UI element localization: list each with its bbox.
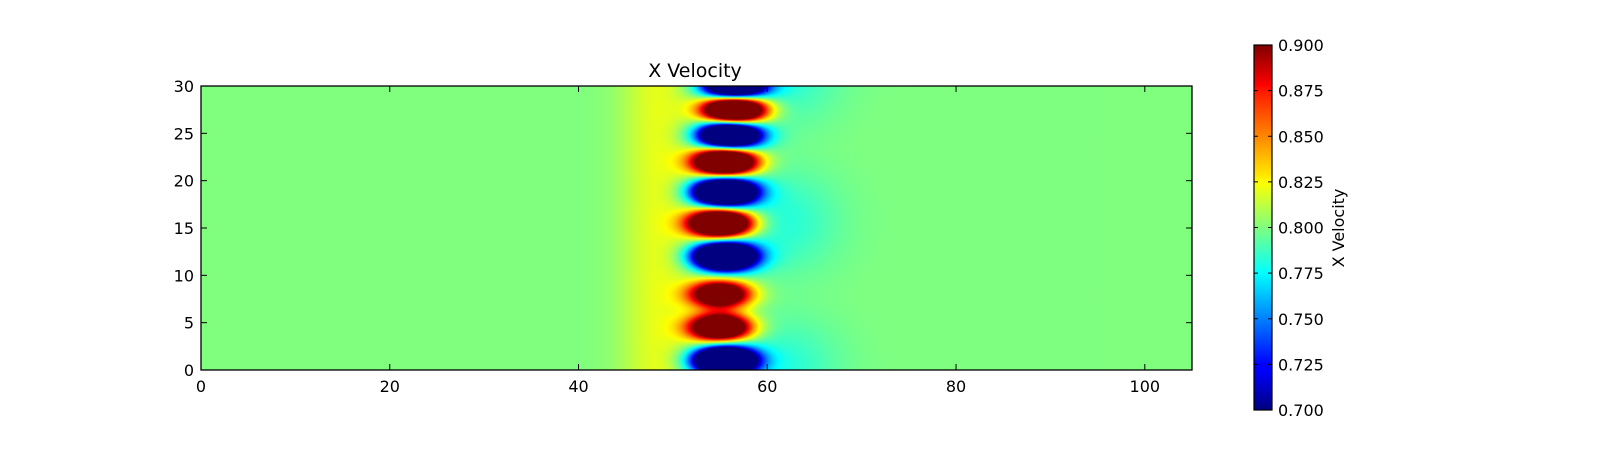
colorbar-tick-label: 0.725 bbox=[1278, 355, 1324, 374]
y-tick-label: 30 bbox=[174, 77, 194, 96]
colorbar-tick-label: 0.700 bbox=[1278, 401, 1324, 420]
y-tick-label: 15 bbox=[174, 219, 194, 238]
heatmap bbox=[201, 86, 1192, 370]
x-tick-label: 60 bbox=[757, 377, 777, 396]
x-tick-label: 100 bbox=[1130, 377, 1161, 396]
heatmap-canvas bbox=[201, 86, 1192, 370]
x-tick-label: 80 bbox=[946, 377, 966, 396]
colorbar-tick-label: 0.875 bbox=[1278, 82, 1324, 101]
colorbar-ticks: 0.700 0.725 0.750 0.775 0.800 0.825 0.850 0.875… bbox=[1254, 36, 1324, 420]
colorbar-tick-label: 0.800 bbox=[1278, 219, 1324, 238]
y-tick-label: 0 bbox=[184, 361, 194, 380]
y-tick-label: 25 bbox=[174, 124, 194, 143]
y-tick-label: 20 bbox=[174, 172, 194, 191]
colorbar-tick-label: 0.750 bbox=[1278, 310, 1324, 329]
y-tick-label: 5 bbox=[184, 314, 194, 333]
colorbar-tick-label: 0.825 bbox=[1278, 173, 1324, 192]
x-axis: 0 20 40 60 80 100 bbox=[196, 86, 1160, 396]
colorbar-gradient bbox=[1254, 45, 1272, 410]
chart-title: X Velocity bbox=[648, 60, 742, 82]
colorbar-label: X Velocity bbox=[1329, 189, 1348, 268]
colorbar-tick-label: 0.900 bbox=[1278, 36, 1324, 55]
y-axis: 0 5 10 15 20 25 30 bbox=[174, 77, 1192, 380]
x-tick-label: 20 bbox=[380, 377, 400, 396]
x-tick-label: 0 bbox=[196, 377, 206, 396]
colorbar-tick-label: 0.850 bbox=[1278, 127, 1324, 146]
colorbar-tick-label: 0.775 bbox=[1278, 264, 1324, 283]
y-tick-label: 10 bbox=[174, 266, 194, 285]
x-tick-label: 40 bbox=[568, 377, 588, 396]
colorbar: 0.700 0.725 0.750 0.775 0.800 0.825 0.850 0.875… bbox=[1253, 36, 1348, 420]
